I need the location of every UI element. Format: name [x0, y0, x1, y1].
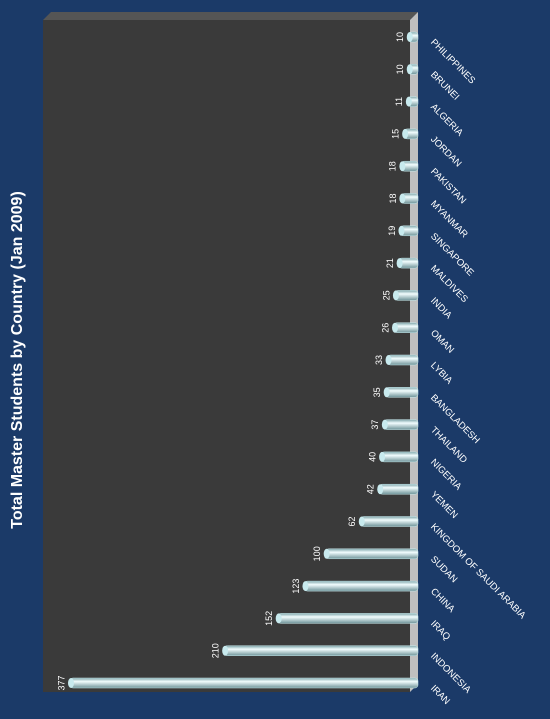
- bar-cap: [406, 32, 413, 42]
- bar-cap: [358, 516, 365, 527]
- bar-cap: [68, 678, 74, 688]
- bar-cap: [377, 484, 384, 495]
- value-label: 19: [387, 226, 397, 236]
- value-label: 18: [388, 161, 398, 171]
- bar-cap: [323, 548, 330, 559]
- bar: [383, 419, 419, 430]
- bar: [360, 516, 419, 527]
- value-label: 33: [374, 355, 384, 365]
- value-label: 40: [367, 452, 377, 462]
- bar: [277, 613, 419, 624]
- bar: [385, 387, 419, 398]
- bar-cap: [275, 613, 282, 624]
- bar: [223, 645, 419, 656]
- bar-cap: [383, 387, 390, 398]
- value-label: 123: [291, 579, 301, 594]
- bar: [325, 548, 419, 560]
- bar: [380, 451, 419, 463]
- value-label: 26: [380, 323, 390, 333]
- bar-cap: [399, 193, 406, 204]
- bar: [387, 354, 419, 366]
- bar-cap: [392, 322, 398, 333]
- value-label: 15: [391, 129, 401, 139]
- bar-cap: [385, 355, 392, 365]
- value-label: 210: [211, 643, 221, 658]
- bar-cap: [302, 581, 309, 592]
- plot-area: [43, 20, 410, 692]
- value-label: 62: [347, 516, 357, 526]
- value-label: 10: [395, 32, 405, 42]
- bar-cap: [379, 451, 386, 462]
- value-label: 11: [394, 97, 404, 106]
- value-label: 18: [388, 193, 398, 203]
- bar-cap: [392, 290, 399, 301]
- bar: [69, 677, 419, 689]
- bar: [304, 580, 419, 592]
- bar-cap: [399, 161, 406, 172]
- value-label: 25: [381, 290, 391, 300]
- plot-top: [43, 12, 418, 20]
- bar-cap: [396, 258, 403, 269]
- bar-cap: [406, 64, 413, 75]
- value-label: 35: [372, 387, 382, 397]
- value-label: 37: [370, 420, 380, 430]
- value-label: 377: [56, 675, 66, 690]
- bar-cap: [381, 419, 388, 430]
- bar-cap: [405, 96, 412, 107]
- value-label: 152: [264, 611, 274, 626]
- bar-cap: [222, 645, 229, 656]
- bar-cap: [402, 128, 409, 139]
- value-label: 10: [395, 64, 405, 74]
- bar: [378, 483, 419, 495]
- value-label: 21: [385, 258, 395, 268]
- value-label: 42: [366, 484, 376, 494]
- value-label: 100: [312, 546, 322, 561]
- bar-cap: [398, 225, 405, 236]
- chart-title: Total Master Students by Country (Jan 20…: [9, 191, 26, 529]
